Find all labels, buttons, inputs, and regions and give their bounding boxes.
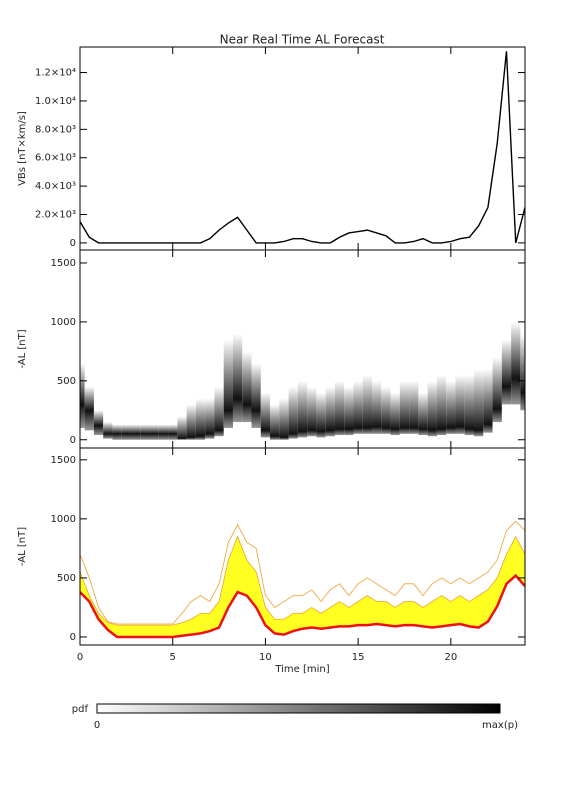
density-column	[427, 380, 437, 437]
density-column	[279, 398, 289, 440]
y-tick-label: 1500	[51, 455, 76, 466]
upper-line	[80, 535, 525, 626]
density-column	[372, 380, 382, 434]
density-column	[334, 380, 345, 436]
y-tick-label: 2.0×10³	[35, 210, 76, 221]
y-tick-label: 1000	[51, 514, 76, 525]
y-tick-label: 0	[70, 632, 76, 643]
density-column	[251, 363, 261, 428]
y-axis-label: -AL [nT]	[17, 329, 28, 368]
x-tick-label: 5	[170, 652, 176, 663]
colorbar-label: pdf	[72, 704, 89, 715]
x-axis-label: Time [min]	[274, 664, 329, 675]
density-column	[149, 424, 159, 440]
density-column	[362, 374, 373, 434]
x-tick-label: 15	[352, 652, 365, 663]
max-line	[80, 520, 525, 625]
x-tick-label: 10	[259, 652, 272, 663]
panel: 0 500 1000 1500 -AL [nT] 0 5 10 15 20 Time [min]	[17, 47, 526, 675]
colorbar-max: max(p)	[482, 720, 518, 731]
density-column	[80, 363, 85, 428]
density-column	[483, 369, 493, 433]
y-tick-label: 0	[70, 435, 76, 446]
density-column	[232, 333, 243, 423]
density-column	[288, 386, 298, 439]
density-column	[307, 386, 317, 437]
density-column	[455, 374, 465, 434]
median-line	[80, 573, 525, 639]
density-column	[436, 374, 447, 436]
density-column	[260, 392, 271, 438]
density-column	[103, 422, 113, 439]
density-column	[214, 386, 224, 437]
density-column	[446, 380, 456, 434]
density-column	[501, 339, 512, 405]
line	[80, 51, 525, 244]
y-axis-label: VBs [nT×km/s]	[17, 111, 28, 186]
y-tick-label: 0	[70, 238, 76, 249]
density-column	[399, 380, 410, 434]
band	[80, 536, 525, 637]
density-column	[390, 392, 400, 436]
density-column	[474, 369, 484, 437]
density-column	[168, 424, 178, 440]
panel: 0 2.0×10³ 4.0×10³ 6.0×10³ 8.0×10³ 1.0×10⁴ 1.2×…	[17, 46, 526, 251]
density-column	[112, 424, 122, 440]
density-column	[140, 424, 150, 440]
density-column	[325, 386, 335, 437]
density-column	[242, 351, 252, 423]
y-tick-label: 1000	[51, 317, 76, 328]
density-column	[186, 404, 196, 440]
density-column	[316, 392, 326, 438]
density-column	[344, 386, 354, 436]
density-column	[464, 374, 475, 436]
density-column	[84, 386, 94, 431]
y-tick-label: 500	[57, 573, 76, 584]
plot-area	[80, 520, 525, 639]
density-column	[270, 404, 280, 440]
colorbar	[96, 703, 501, 714]
plot-area	[80, 51, 525, 244]
y-tick-label: 6.0×10³	[35, 153, 76, 164]
x-tick-label: 20	[444, 652, 457, 663]
density-column	[223, 339, 233, 428]
panel: 0 500 1000 1500 -AL [nT]	[17, 249, 526, 449]
density-column	[409, 380, 419, 434]
colorbar-min: 0	[94, 720, 100, 731]
y-axis-label: -AL [nT]	[17, 527, 28, 566]
density-column	[520, 333, 525, 411]
chart-title: Near Real Time AL Forecast	[220, 33, 385, 47]
density-column	[177, 416, 187, 440]
density-column	[158, 424, 169, 440]
plot-area	[80, 321, 525, 440]
x-tick-label: 0	[77, 652, 83, 663]
y-tick-label: 1.2×10⁴	[35, 68, 76, 79]
density-column	[353, 380, 363, 434]
density-column	[93, 410, 104, 436]
density-column	[418, 392, 428, 436]
density-column	[511, 321, 521, 405]
axes-frame	[79, 46, 526, 251]
y-tick-label: 1500	[51, 258, 76, 269]
density-column	[121, 424, 131, 440]
y-tick-label: 500	[57, 376, 76, 387]
density-column	[205, 398, 215, 439]
density-column	[195, 398, 206, 440]
y-tick-label: 8.0×10³	[35, 124, 76, 135]
density-column	[297, 380, 308, 438]
y-tick-label: 1.0×10⁴	[35, 96, 76, 107]
density-column	[492, 357, 502, 423]
density-column	[130, 424, 141, 440]
y-tick-label: 4.0×10³	[35, 181, 76, 192]
density-column	[381, 386, 391, 434]
axes-frame	[79, 447, 526, 646]
